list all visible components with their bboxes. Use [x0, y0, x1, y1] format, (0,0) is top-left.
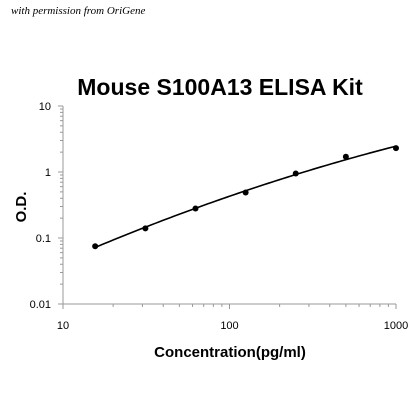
fit-curve-line [94, 145, 397, 249]
y-tick-label: 1 [45, 167, 51, 179]
x-tick-label: 10 [57, 320, 69, 332]
data-points [92, 145, 399, 250]
data-point [142, 225, 149, 232]
y-tick-label: 0.01 [30, 299, 51, 311]
fit-curve-group [94, 145, 397, 249]
y-tick-label: 0.1 [36, 233, 51, 245]
y-axis-label: O.D. [13, 192, 30, 223]
y-tick-label: 10 [39, 101, 51, 113]
attribution-text: with permission from OriGene [11, 5, 146, 17]
data-point [192, 205, 199, 212]
tick-labels: 0.01 0.1 1 10 10 100 1000 [30, 101, 409, 332]
data-point [292, 170, 299, 177]
chart-title: Mouse S100A13 ELISA Kit [77, 74, 363, 100]
data-point [242, 189, 249, 196]
x-tick-label: 1000 [384, 320, 408, 332]
data-point [92, 243, 99, 250]
data-point [342, 153, 349, 160]
axes [58, 105, 397, 309]
x-tick-label: 100 [220, 320, 238, 332]
data-point [393, 145, 399, 152]
x-axis-label: Concentration(pg/ml) [154, 344, 306, 361]
